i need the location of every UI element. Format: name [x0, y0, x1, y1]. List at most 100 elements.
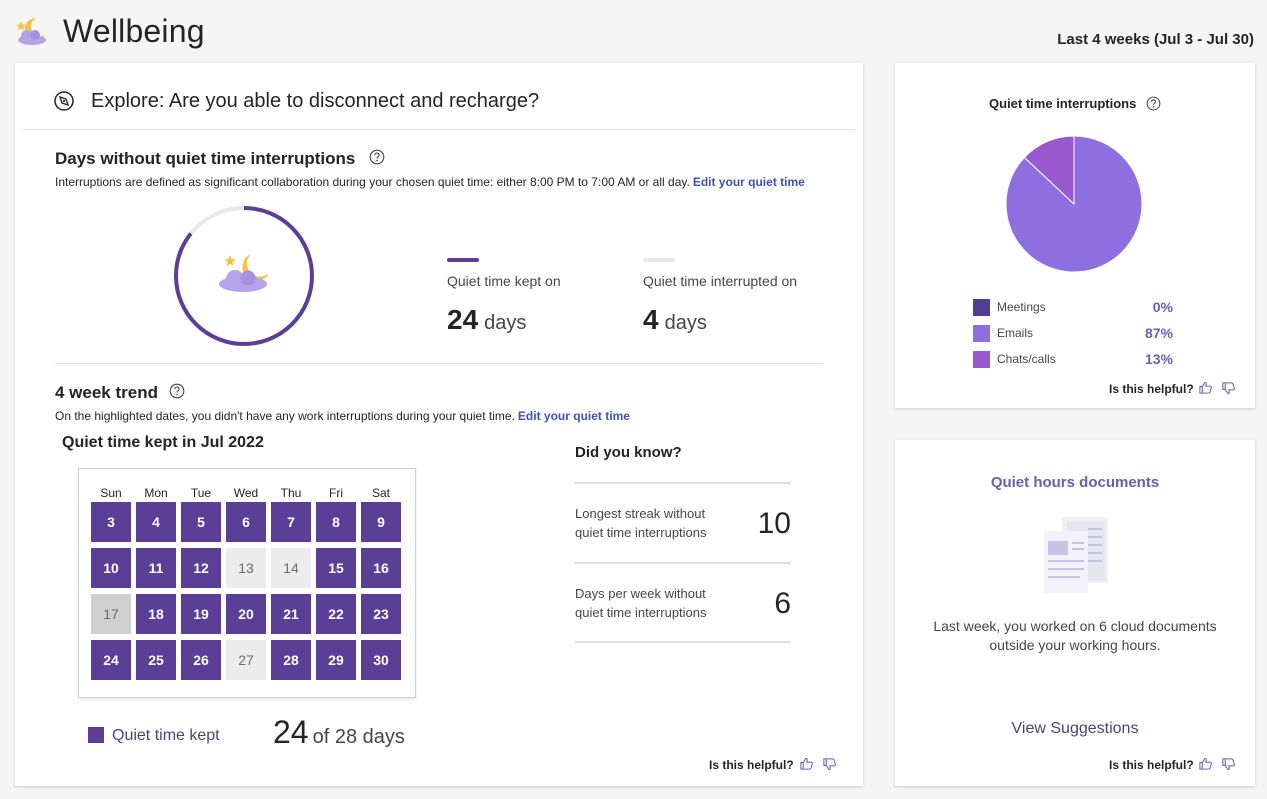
- calendar-weekday: Fri: [329, 486, 343, 500]
- edit-quiet-time-link[interactable]: Edit your quiet time: [692, 175, 805, 189]
- divider: [575, 641, 791, 643]
- compass-icon: [54, 91, 74, 111]
- calendar-day: 17: [91, 594, 131, 634]
- calendar-weekday: Thu: [280, 486, 302, 500]
- legend-label-chats-calls: Chats/calls: [997, 352, 1056, 366]
- explore-header: Explore: Are you able to disconnect and …: [15, 63, 863, 129]
- calendar-day: 24: [91, 640, 131, 680]
- trend-section-title: 4 week trend: [55, 383, 158, 402]
- thumbs-down-icon[interactable]: [1221, 757, 1236, 772]
- thumbs-down-icon[interactable]: [1221, 381, 1236, 396]
- calendar-day: 21: [271, 594, 311, 634]
- calendar-day: 10: [91, 548, 131, 588]
- kept-count: 24 of 28 days: [273, 714, 405, 750]
- calendar-day: 22: [316, 594, 356, 634]
- calendar-day: 18: [136, 594, 176, 634]
- help-icon[interactable]: [369, 149, 385, 165]
- view-suggestions-link[interactable]: View Suggestions: [1011, 720, 1139, 737]
- trend-section-description: On the highlighted dates, you didn't hav…: [55, 409, 630, 423]
- calendar-day: 5: [181, 502, 221, 542]
- legend-value-meetings: 0%: [1152, 299, 1173, 315]
- app-header: Wellbeing Last 4 weeks (Jul 3 - Jul 30): [0, 0, 1267, 62]
- longest-streak-value: 10: [757, 507, 791, 540]
- calendar-day: 13: [226, 548, 266, 588]
- moon-cloud-icon: [219, 254, 269, 292]
- divider: [575, 482, 791, 484]
- calendar-day: 15: [316, 548, 356, 588]
- helpful-label: Is this helpful?: [1109, 758, 1194, 772]
- help-icon[interactable]: [1146, 96, 1161, 111]
- interruptions-pie-chart: [1005, 135, 1143, 273]
- quiet-hours-documents-card: Quiet hours documents Last week, you wor…: [895, 440, 1255, 786]
- calendar-day: 19: [181, 594, 221, 634]
- docs-card-title: Quiet hours documents: [990, 474, 1160, 491]
- divider: [23, 129, 855, 130]
- calendar-day: 27: [226, 640, 266, 680]
- calendar-weekday: Sun: [100, 486, 122, 500]
- interrupted-value: 4 days: [643, 304, 707, 335]
- help-icon[interactable]: [169, 383, 185, 399]
- edit-quiet-time-link[interactable]: Edit your quiet time: [517, 409, 630, 423]
- calendar-day: 26: [181, 640, 221, 680]
- longest-streak-label: Longest streak without quiet time interr…: [575, 506, 707, 540]
- calendar-day: 11: [136, 548, 176, 588]
- calendar-day: 28: [271, 640, 311, 680]
- calendar-day: 12: [181, 548, 221, 588]
- interruptions-card: Quiet time interruptions Meetings 0% Ema…: [895, 63, 1255, 408]
- interrupted-label: Quiet time interrupted on: [643, 273, 798, 289]
- calendar-day: 7: [271, 502, 311, 542]
- helpful-label: Is this helpful?: [709, 758, 794, 772]
- wellbeing-moon-icon: [16, 17, 46, 45]
- quiet-time-card: Explore: Are you able to disconnect and …: [15, 63, 863, 786]
- legend-label-emails: Emails: [997, 326, 1034, 340]
- calendar-day: 23: [361, 594, 401, 634]
- calendar-day: 16: [361, 548, 401, 588]
- ring-progress-arc: [174, 206, 314, 346]
- calendar-day: 3: [91, 502, 131, 542]
- legend-value-chats-calls: 13%: [1144, 351, 1173, 367]
- calendar-day: 30: [361, 640, 401, 680]
- days-section-description: Interruptions are defined as significant…: [55, 175, 805, 189]
- calendar-weekday: Sat: [371, 486, 390, 500]
- days-per-week-value: 6: [774, 587, 791, 620]
- kept-value: 24 days: [447, 304, 527, 335]
- documents-icon: [1044, 517, 1108, 593]
- docs-card-text: Last week, you worked on 6 cloud documen…: [933, 618, 1217, 653]
- calendar-day: 4: [136, 502, 176, 542]
- legend-swatch-chats-calls: [973, 351, 990, 368]
- divider: [55, 363, 823, 364]
- interrupted-indicator-bar: [643, 258, 675, 262]
- pie-card-title: Quiet time interruptions: [895, 96, 1255, 111]
- calendar-day: 9: [361, 502, 401, 542]
- calendar-day: 29: [316, 640, 356, 680]
- calendar-day: 6: [226, 502, 266, 542]
- calendar-weekday: Wed: [233, 486, 259, 500]
- page-title: Wellbeing: [63, 13, 205, 49]
- thumbs-up-icon[interactable]: [1198, 756, 1213, 771]
- legend-swatch-emails: [973, 325, 990, 342]
- legend-value-emails: 87%: [1144, 325, 1173, 341]
- helpful-label: Is this helpful?: [1109, 382, 1194, 396]
- calendar-title: Quiet time kept in Jul 2022: [62, 434, 264, 451]
- date-range-label: Last 4 weeks (Jul 3 - Jul 30): [1057, 31, 1254, 48]
- days-section-title: Days without quiet time interruptions: [55, 149, 356, 168]
- legend-label: Quiet time kept: [112, 727, 220, 744]
- calendar-weekday: Tue: [190, 486, 212, 500]
- calendar-day: 25: [136, 640, 176, 680]
- legend-swatch-meetings: [973, 299, 990, 316]
- thumbs-up-icon[interactable]: [799, 756, 814, 771]
- thumbs-up-icon[interactable]: [1198, 380, 1213, 395]
- thumbs-down-icon[interactable]: [822, 757, 837, 772]
- calendar-day: 20: [226, 594, 266, 634]
- pie-slice-chats-calls: [1023, 135, 1075, 206]
- calendar-day: 8: [316, 502, 356, 542]
- legend-swatch: [88, 727, 104, 743]
- did-you-know-title: Did you know?: [575, 444, 682, 461]
- explore-title: Explore: Are you able to disconnect and …: [91, 90, 540, 112]
- divider: [575, 562, 791, 564]
- days-per-week-label: Days per week without quiet time interru…: [575, 586, 707, 620]
- quiet-time-calendar: Sun Mon Tue Wed Thu Fri Sat 3 4 5 6 7 8 9 10 11 12 13 14 15…: [78, 468, 416, 698]
- calendar-day: 14: [271, 548, 311, 588]
- calendar-weekday: Mon: [144, 486, 168, 500]
- legend-label-meetings: Meetings: [997, 300, 1046, 314]
